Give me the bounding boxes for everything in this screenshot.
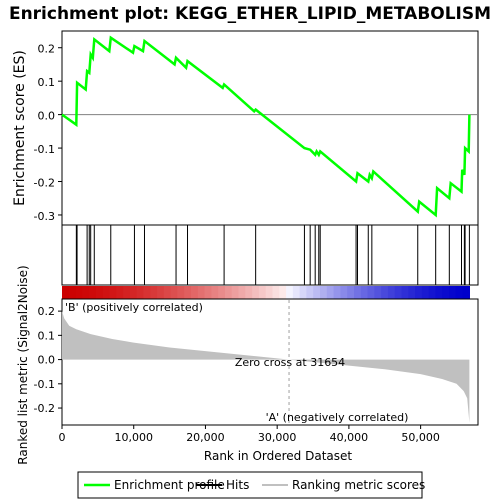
x-tick-label: 50,000 bbox=[401, 431, 440, 444]
color-bar-segment bbox=[136, 286, 145, 299]
metric-y-tick-label: 0.0 bbox=[38, 354, 56, 367]
chart-title: Enrichment plot: KEGG_ETHER_LIPID_METABO… bbox=[9, 4, 491, 24]
zero-cross-label: Zero cross at 31654 bbox=[235, 356, 345, 369]
es-y-tick-label: 0.1 bbox=[38, 76, 56, 89]
legend-label: Ranking metric scores bbox=[292, 478, 425, 492]
color-bar-segment bbox=[68, 286, 77, 299]
hits-panel-frame bbox=[61, 224, 479, 286]
color-bar-segment bbox=[326, 286, 335, 299]
color-bar-segment bbox=[197, 286, 206, 299]
x-tick-label: 40,000 bbox=[330, 431, 369, 444]
x-axis-ticks: 0 10,000 20,000 30,000 40,000 50,000 bbox=[59, 425, 440, 444]
color-bar-segment bbox=[279, 286, 287, 299]
color-bar-segment bbox=[265, 286, 274, 299]
enrichment-profile-line bbox=[61, 35, 471, 218]
color-bar-segment bbox=[272, 286, 280, 299]
color-bar-segment bbox=[143, 286, 151, 299]
es-y-tick-label: 0.2 bbox=[38, 43, 56, 56]
color-bar-segment bbox=[62, 286, 70, 299]
metric-y-tick-label: 0.2 bbox=[38, 305, 56, 318]
color-bar-segment bbox=[408, 286, 416, 299]
metric-y-tick-label: -0.2 bbox=[34, 402, 55, 415]
color-bar-segment bbox=[231, 286, 240, 299]
color-bar-segment bbox=[157, 286, 165, 299]
color-bar-segment bbox=[374, 286, 382, 299]
color-bar-segment bbox=[462, 286, 470, 299]
color-bar-segment bbox=[191, 286, 199, 299]
color-bar-segment bbox=[225, 286, 233, 299]
color-bar-segment bbox=[102, 286, 111, 299]
color-bar-segment bbox=[333, 286, 341, 299]
color-bar-segment bbox=[360, 286, 369, 299]
color-bar-segment bbox=[129, 286, 138, 299]
color-bar-segment bbox=[347, 286, 355, 299]
es-y-tick-label: 0.0 bbox=[38, 110, 56, 123]
x-tick-label: 0 bbox=[59, 431, 66, 444]
color-bar-segment bbox=[421, 286, 430, 299]
color-bar-segment bbox=[354, 286, 362, 299]
color-bar-segment bbox=[313, 286, 321, 299]
color-bar-segment bbox=[245, 286, 253, 299]
rank-color-bar bbox=[62, 286, 470, 299]
color-bar-segment bbox=[150, 286, 158, 299]
color-bar-segment bbox=[258, 286, 267, 299]
color-bar-segment bbox=[89, 286, 97, 299]
color-bar-segment bbox=[286, 286, 294, 299]
color-bar-segment bbox=[82, 286, 90, 299]
color-bar-segment bbox=[95, 286, 104, 299]
color-bar-segment bbox=[449, 286, 457, 299]
legend-label: Enrichment profile bbox=[114, 478, 225, 492]
color-bar-segment bbox=[387, 286, 396, 299]
x-tick-label: 10,000 bbox=[114, 431, 153, 444]
es-y-axis-label: Enrichment score (ES) bbox=[12, 50, 28, 206]
color-bar-segment bbox=[170, 286, 178, 299]
color-bar-segment bbox=[340, 286, 348, 299]
color-bar-segment bbox=[442, 286, 450, 299]
es-panel-frame bbox=[61, 30, 479, 226]
color-bar-segment bbox=[299, 286, 307, 299]
color-bar-segment bbox=[381, 286, 389, 299]
color-bar-segment bbox=[306, 286, 314, 299]
hit-marks bbox=[75, 225, 470, 285]
legend: Enrichment profile Hits Ranking metric sco… bbox=[84, 478, 425, 492]
color-bar-segment bbox=[177, 286, 185, 299]
ranking-metric-area bbox=[62, 311, 470, 423]
x-axis-label: Rank in Ordered Dataset bbox=[204, 449, 352, 463]
x-tick-label: 30,000 bbox=[258, 431, 297, 444]
metric-y-axis-label: Ranked list metric (Signal2Noise) bbox=[16, 265, 30, 464]
es-y-tick-label: -0.1 bbox=[34, 143, 55, 156]
color-bar-segment bbox=[75, 286, 83, 299]
color-bar-segment bbox=[394, 286, 403, 299]
legend-box bbox=[77, 471, 423, 499]
x-tick-label: 20,000 bbox=[186, 431, 225, 444]
color-bar-segment bbox=[204, 286, 212, 299]
color-bar-segment bbox=[428, 286, 437, 299]
color-bar-segment bbox=[109, 286, 117, 299]
negative-correlation-label: 'A' (negatively correlated) bbox=[266, 411, 409, 424]
metric-y-tick-label: -0.1 bbox=[34, 378, 55, 391]
color-bar-segment bbox=[292, 286, 301, 299]
color-bar-segment bbox=[238, 286, 246, 299]
color-bar-segment bbox=[455, 286, 464, 299]
color-bar-segment bbox=[320, 286, 328, 299]
color-bar-segment bbox=[116, 286, 124, 299]
color-bar-segment bbox=[218, 286, 226, 299]
color-bar-segment bbox=[252, 286, 260, 299]
color-bar-segment bbox=[401, 286, 409, 299]
color-bar-segment bbox=[211, 286, 219, 299]
metric-y-ticks: 0.2 0.1 0.0 -0.1 -0.2 bbox=[34, 305, 62, 415]
es-y-tick-label: -0.2 bbox=[34, 177, 55, 190]
color-bar-segment bbox=[163, 286, 172, 299]
metric-y-tick-label: 0.1 bbox=[38, 329, 56, 342]
color-bar-segment bbox=[184, 286, 192, 299]
color-bar-segment bbox=[435, 286, 443, 299]
color-bar-segment bbox=[415, 286, 423, 299]
es-y-tick-label: -0.3 bbox=[34, 210, 55, 223]
color-bar-segment bbox=[123, 286, 131, 299]
es-y-ticks: 0.2 0.1 0.0 -0.1 -0.2 -0.3 bbox=[34, 43, 62, 223]
positive-correlation-label: 'B' (positively correlated) bbox=[65, 301, 203, 314]
legend-label: Hits bbox=[226, 478, 249, 492]
color-bar-segment bbox=[367, 286, 375, 299]
